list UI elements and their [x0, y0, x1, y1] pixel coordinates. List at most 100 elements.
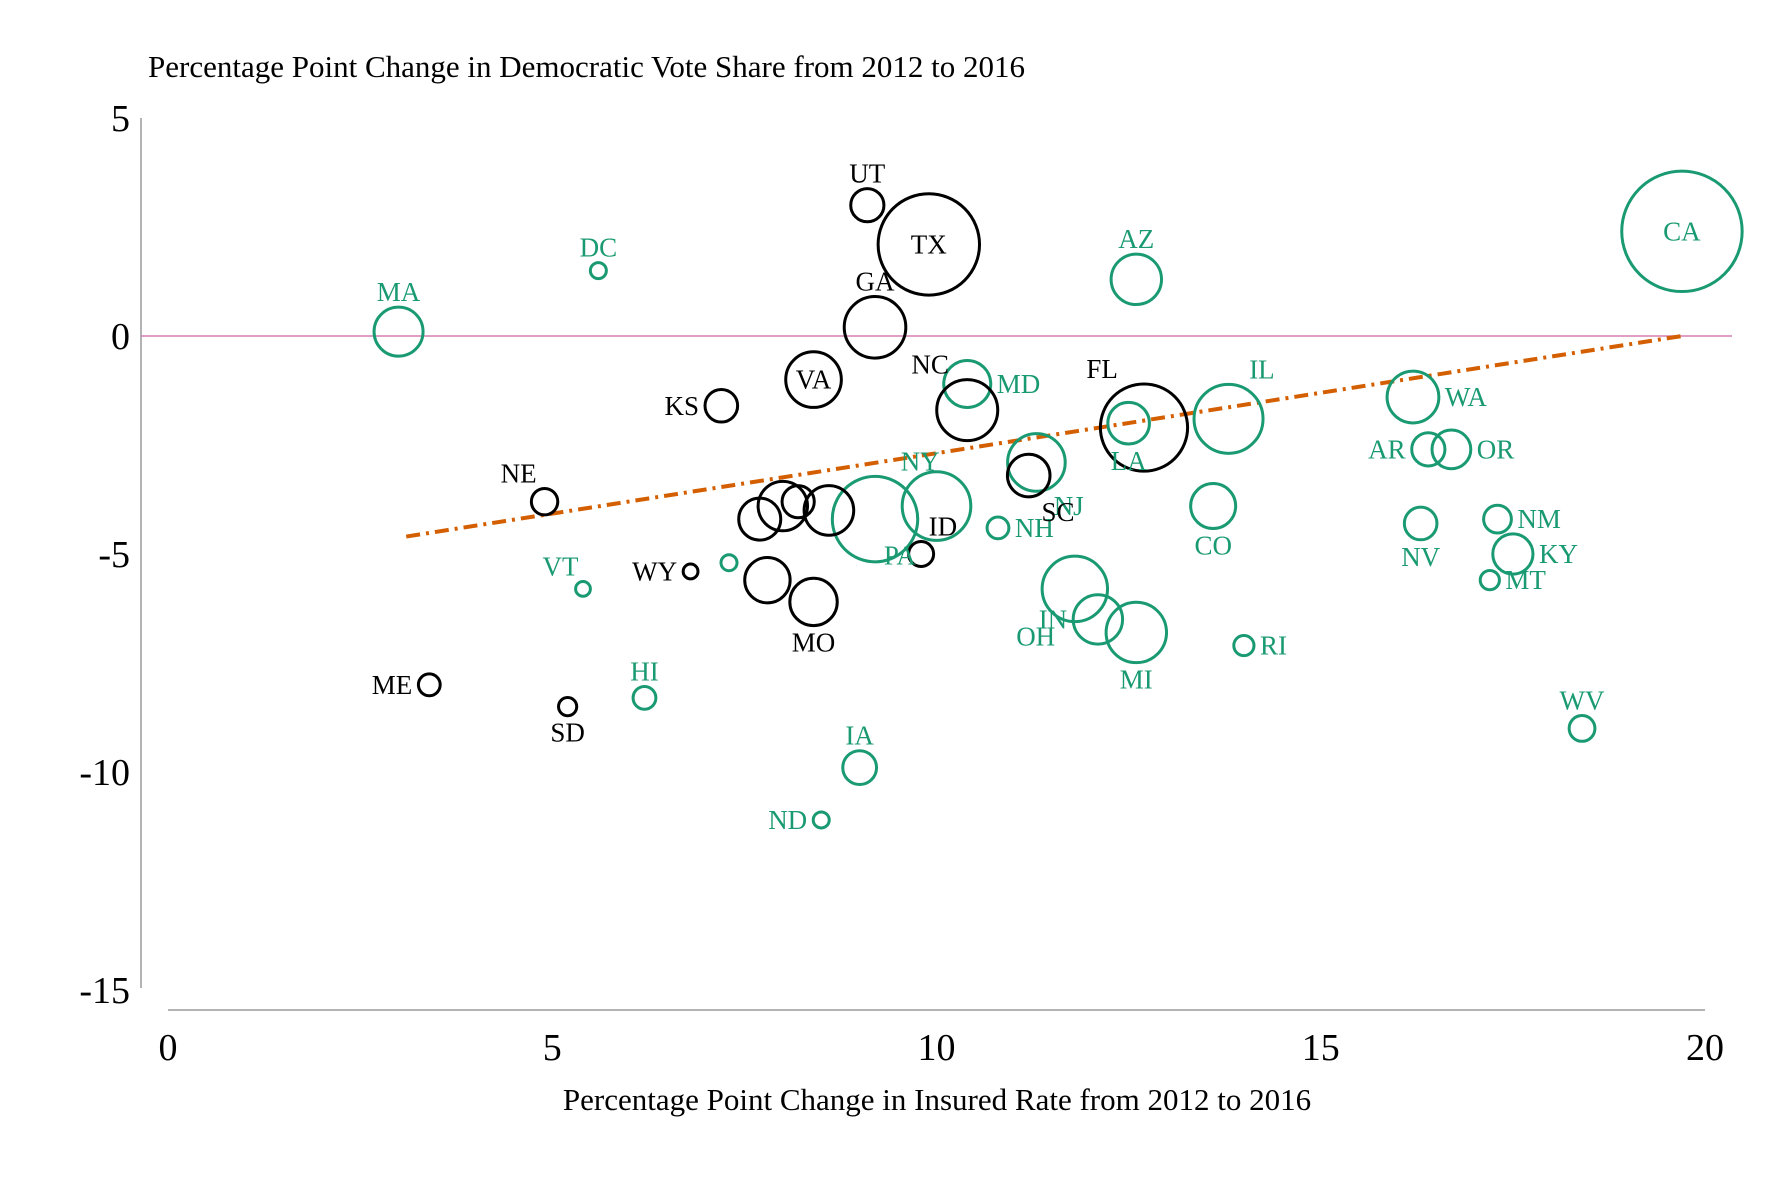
data-point-az: [1109, 252, 1164, 307]
x-tick-label: 20: [1686, 1027, 1724, 1069]
data-point: [780, 484, 816, 520]
data-point-sd: [557, 696, 579, 718]
point-label-fl: FL: [1086, 354, 1118, 384]
point-label-ma: MA: [377, 277, 421, 307]
point-label-dc: DC: [580, 233, 618, 263]
point-label-or: OR: [1477, 434, 1515, 464]
point-label-id: ID: [929, 512, 958, 542]
point-label-nv: NV: [1401, 542, 1440, 572]
data-point-la: [1106, 400, 1151, 446]
point-label-va: VA: [796, 365, 832, 395]
trend-line: [405, 334, 1683, 539]
point-label-ky: KY: [1539, 539, 1578, 569]
x-axis-label: Percentage Point Change in Insured Rate …: [563, 1082, 1311, 1117]
data-point: [756, 479, 809, 533]
data-point: [743, 555, 792, 605]
data-point-in: [1071, 593, 1125, 646]
point-label-vt: VT: [543, 551, 579, 581]
data-point-wa: [1385, 369, 1441, 425]
data-point-oh: [1040, 554, 1110, 624]
point-label-wa: WA: [1445, 382, 1487, 412]
data-point-sc: [1005, 452, 1052, 499]
data-point-ks: [703, 387, 740, 424]
data-point-pa: [900, 470, 973, 542]
data-point-nv: [1402, 505, 1439, 542]
data-point-wv: [1567, 714, 1597, 743]
data-point-ca: [1620, 169, 1744, 294]
point-label-ar: AR: [1368, 434, 1406, 464]
data-point-ga: [842, 294, 908, 360]
data-point-tx: [876, 192, 982, 297]
data-point-mi: [1104, 600, 1169, 665]
data-point-il: [1192, 382, 1265, 455]
point-label-wv: WV: [1560, 686, 1605, 716]
point-label-az: AZ: [1118, 224, 1154, 254]
data-point-vt: [574, 579, 592, 598]
y-tick-label: -15: [79, 970, 130, 1012]
point-label-co: CO: [1194, 531, 1232, 561]
y-tick-label: -10: [79, 752, 130, 794]
data-point: [802, 484, 856, 537]
data-point-ar: [1410, 431, 1447, 468]
x-tick-label: 0: [159, 1027, 178, 1069]
point-label-mt: MT: [1505, 565, 1546, 595]
x-tick-labels: 0 5 10 15 20: [159, 1027, 1725, 1069]
data-point-nc: [935, 378, 1000, 443]
data-point-ut: [849, 187, 886, 224]
data-point-nm: [1482, 503, 1513, 535]
point-label-nc: NC: [911, 350, 949, 380]
data-point-fl: [1098, 382, 1190, 473]
point-label-in: IN: [1039, 604, 1068, 634]
x-tick-label: 15: [1302, 1027, 1340, 1069]
point-label-ia: IA: [845, 721, 874, 751]
data-point-nd: [811, 810, 831, 830]
data-point-ma: [372, 305, 425, 358]
x-tick-label: 5: [543, 1027, 562, 1069]
point-label-la: LA: [1111, 446, 1147, 476]
point-label-ny: NY: [901, 446, 940, 476]
point-label-ut: UT: [849, 159, 885, 189]
point-label-nd: ND: [768, 805, 807, 835]
point-label-md: MD: [997, 369, 1041, 399]
chart-title: Percentage Point Change in Democratic Vo…: [148, 49, 1025, 84]
data-point-dc: [588, 261, 608, 281]
point-label-nj: NJ: [1054, 491, 1084, 521]
data-point-md: [942, 358, 993, 409]
data-point-id: [907, 540, 936, 568]
point-label-mi: MI: [1120, 665, 1153, 695]
point-label-ri: RI: [1260, 631, 1287, 661]
point-label-ga: GA: [856, 267, 895, 297]
data-point-nh: [985, 515, 1011, 541]
data-point-ny: [830, 474, 920, 564]
y-tick-label: -5: [98, 534, 130, 576]
data-point-va: [784, 350, 843, 409]
point-label-ne: NE: [501, 458, 537, 488]
point-label-hi: HI: [630, 657, 659, 687]
x-tick-label: 10: [918, 1027, 956, 1069]
data-point-ia: [841, 749, 879, 787]
point-label-oh: OH: [1016, 622, 1055, 652]
data-point-mo: [788, 576, 839, 628]
point-label-mo: MO: [792, 628, 836, 658]
point-label-sd: SD: [550, 718, 585, 748]
data-points: [372, 169, 1744, 830]
data-point-mt: [1478, 569, 1501, 592]
data-point-hi: [631, 684, 658, 711]
data-point-co: [1189, 482, 1238, 531]
data-point-wy: [681, 562, 700, 581]
data-point-or: [1430, 428, 1473, 471]
data-point-ri: [1232, 633, 1256, 658]
point-label-nh: NH: [1015, 513, 1054, 543]
point-label-ca: CA: [1663, 216, 1701, 246]
point-label-me: ME: [372, 670, 413, 700]
data-point: [719, 553, 739, 573]
point-label-tx: TX: [911, 229, 947, 259]
y-tick-labels: 5 0 -5 -10 -15: [79, 98, 130, 1012]
y-tick-label: 0: [111, 316, 130, 358]
point-label-ks: KS: [664, 391, 699, 421]
data-point-me: [416, 672, 442, 698]
y-tick-label: 5: [111, 98, 130, 140]
data-point-ne: [529, 486, 560, 517]
